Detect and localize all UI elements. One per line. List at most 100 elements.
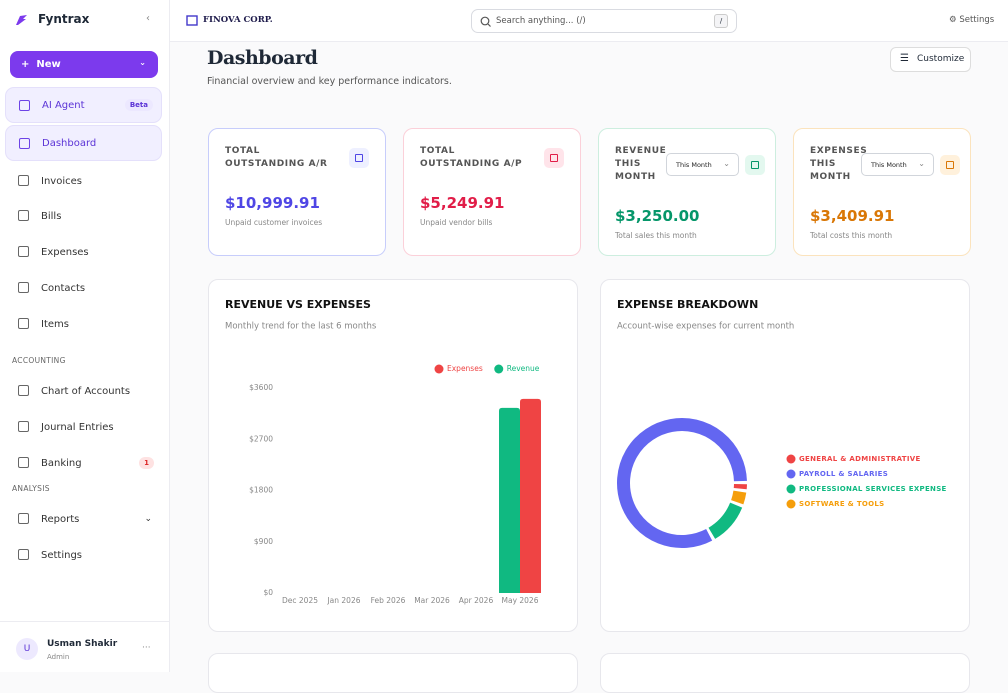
customize-button[interactable]: ☰Customize [890, 47, 971, 72]
kpi-title: EXPENSES THIS MONTH [810, 145, 860, 184]
collapse[interactable]: ‹ [146, 13, 150, 24]
period-label: This Month [676, 161, 712, 169]
kpi-value: $5,249.91 [420, 194, 504, 212]
nav-item[interactable]: Chart of Accounts [5, 373, 162, 409]
chevron: ⌄ [918, 159, 925, 168]
nav-label: Expenses [41, 247, 89, 258]
nav-label: Invoices [41, 176, 82, 187]
page-subtitle: Financial overview and key performance i… [207, 76, 452, 87]
nav-icon [18, 318, 29, 329]
period-label: This Month [871, 161, 907, 169]
search-shortcut: / [714, 14, 728, 28]
x-tick-label: May 2026 [502, 596, 539, 605]
nav-item[interactable]: Settings [5, 537, 162, 573]
legend-label: PAYROLL & SALARIES [799, 470, 888, 478]
kpi-glyph [751, 161, 759, 169]
kpi-card: TOTAL OUTSTANDING A/P $5,249.91 Unpaid ven… [403, 128, 581, 256]
kpi-icon [745, 155, 765, 175]
search-placeholder: Search anything... (/) [496, 16, 586, 26]
y-tick-label: $0 [263, 588, 273, 597]
chart-title: REVENUE VS EXPENSES [225, 298, 371, 311]
kpi-card: TOTAL OUTSTANDING A/R $10,999.91 Unpaid cu… [208, 128, 386, 256]
nav-item[interactable]: AI Agent Beta [5, 87, 162, 123]
legend-swatch [787, 500, 796, 509]
brand: Fyntrax [38, 12, 89, 26]
period-select[interactable]: This Month⌄ [666, 153, 739, 176]
kpi-value: $10,999.91 [225, 194, 320, 212]
search[interactable]: Search anything... (/) / [471, 9, 737, 33]
lower-panel [600, 653, 970, 693]
period-select[interactable]: This Month ⌄ [861, 153, 934, 176]
section-title: ANALYSIS [12, 484, 50, 493]
nav-label: Items [41, 319, 69, 330]
pie-panel: EXPENSE BREAKDOWN Account-wise expenses f… [600, 279, 970, 632]
pie-chart: EXPENSE BREAKDOWN Account-wise expenses f… [601, 280, 971, 633]
bar-panel: REVENUE VS EXPENSES Monthly trend for the… [208, 279, 578, 632]
nav-icon [18, 549, 29, 560]
user-menu[interactable]: ··· [142, 643, 151, 653]
nav-label: AI Agent [42, 100, 85, 111]
nav-item[interactable]: Bills [5, 198, 162, 234]
nav-item[interactable]: Items [5, 306, 162, 342]
nav-icon [18, 210, 29, 221]
nav-badge: 1 [139, 457, 154, 469]
settings-label: Settings [959, 15, 994, 25]
nav-icon [18, 175, 29, 186]
kpi-title: TOTAL OUTSTANDING A/P [420, 145, 530, 171]
nav-item[interactable]: Contacts [5, 270, 162, 306]
bar [499, 408, 520, 593]
legend-label: Expenses [447, 364, 483, 373]
chart-subtitle: Account-wise expenses for current month [617, 322, 794, 332]
nav-label: Banking [41, 458, 82, 469]
kpi-value: $3,250.00 [615, 207, 699, 225]
nav-label: Chart of Accounts [41, 386, 130, 397]
chart-title: EXPENSE BREAKDOWN [617, 298, 758, 311]
topbar: FINOVA CORP. Search anything... (/) / ⚙ … [170, 0, 1008, 42]
kpi-icon [940, 155, 960, 175]
nav-badge: Beta [125, 99, 153, 111]
kpi-note: Unpaid customer invoices [225, 218, 322, 227]
kpi-note: Unpaid vendor bills [420, 218, 492, 227]
company-icon [186, 14, 198, 26]
nav-icon [19, 100, 30, 111]
legend-swatch [787, 455, 796, 464]
kpi-glyph [946, 161, 954, 169]
nav-icon [18, 421, 29, 432]
chart-subtitle: Monthly trend for the last 6 months [225, 322, 377, 332]
nav-icon [18, 457, 29, 468]
kpi-title: TOTAL OUTSTANDING A/R [225, 145, 335, 171]
nav-icon [18, 513, 29, 524]
settings-link[interactable]: ⚙ Settings [949, 15, 994, 25]
user-role: Admin [47, 653, 69, 661]
nav-icon [19, 138, 30, 149]
nav-item[interactable]: Dashboard [5, 125, 162, 161]
expand: ⌄ [144, 514, 152, 524]
search-icon [480, 16, 491, 27]
x-tick-label: Dec 2025 [282, 596, 318, 605]
x-tick-label: Mar 2026 [414, 596, 450, 605]
nav-item[interactable]: Expenses [5, 234, 162, 270]
nav-item[interactable]: Journal Entries [5, 409, 162, 445]
kpi-note: Total costs this month [810, 231, 892, 240]
kpi-glyph [355, 154, 363, 162]
nav-item[interactable]: Banking 1 [5, 445, 162, 481]
bar [520, 399, 541, 593]
page-title: Dashboard [207, 47, 317, 69]
customize-label: Customize [917, 54, 964, 64]
nav-label: Reports [41, 514, 79, 525]
nav-item[interactable]: Invoices [5, 163, 162, 199]
nav-label: Bills [41, 211, 61, 222]
nav-icon [18, 385, 29, 396]
nav-item[interactable]: Reports ⌄ [5, 501, 162, 537]
y-tick-label: $2700 [249, 434, 273, 443]
user-name: Usman Shakir [47, 639, 117, 649]
x-tick-label: Feb 2026 [371, 596, 406, 605]
legend-swatch [787, 485, 796, 494]
legend-label: SOFTWARE & TOOLS [799, 500, 885, 508]
nav-icon [18, 282, 29, 293]
kpi-glyph [550, 154, 558, 162]
legend-label: Revenue [507, 364, 540, 373]
new-button[interactable]: + New⌄ [10, 51, 158, 78]
kpi-value: $3,409.91 [810, 207, 894, 225]
